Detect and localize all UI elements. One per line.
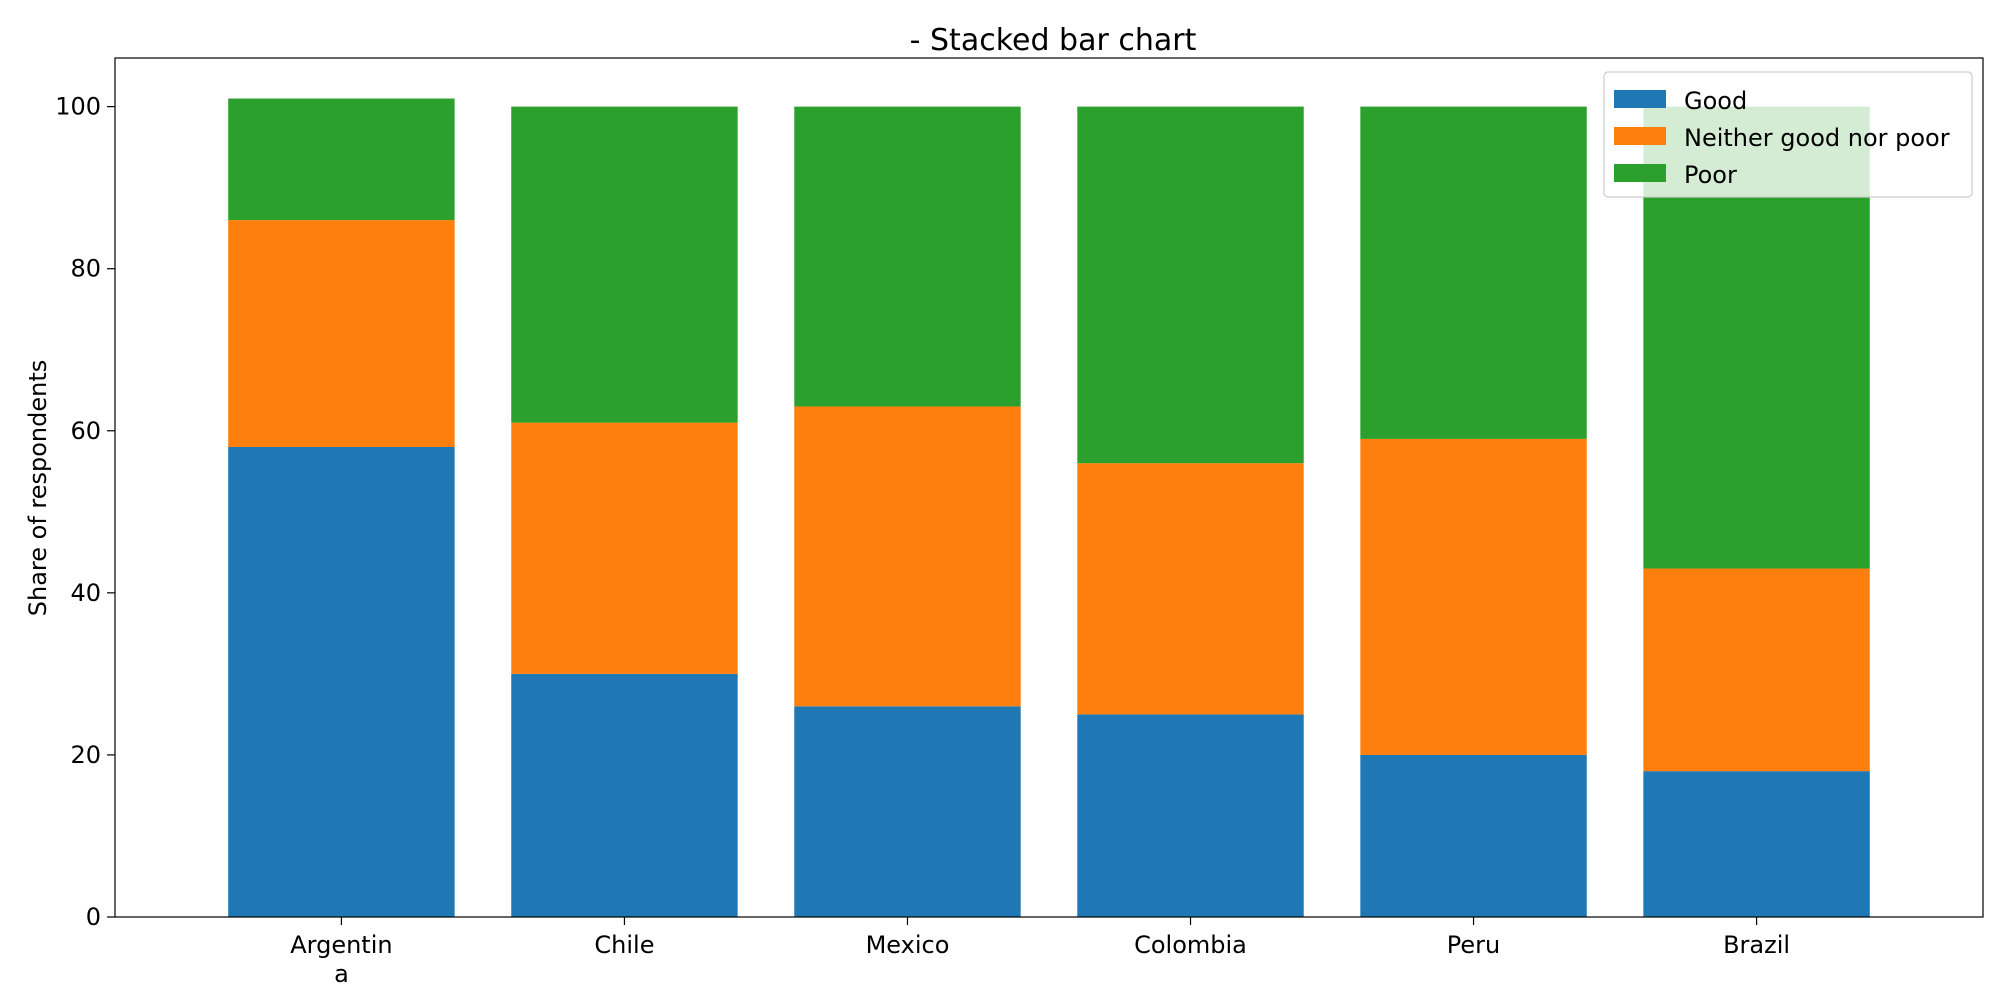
y-tick-label: 100 xyxy=(55,93,101,121)
bar-segment xyxy=(228,220,455,447)
x-tick-label: Argentin xyxy=(290,931,392,959)
x-tick-label: Brazil xyxy=(1723,931,1790,959)
bar-segment xyxy=(794,706,1021,917)
bar-segment xyxy=(1360,106,1587,439)
bar-segment xyxy=(511,106,738,423)
x-tick-label: Peru xyxy=(1447,931,1500,959)
legend-label: Poor xyxy=(1684,161,1737,189)
legend-label: Neither good nor poor xyxy=(1684,124,1950,152)
chart-title: - Stacked bar chart xyxy=(910,23,1197,58)
bar-segment xyxy=(1643,568,1870,772)
bar-segment xyxy=(1360,438,1587,755)
bar-segment xyxy=(1077,106,1304,464)
plot-frame xyxy=(114,57,1984,918)
bar-segment xyxy=(511,673,738,917)
y-axis-label: Share of respondents xyxy=(24,360,52,617)
x-tick-label: Colombia xyxy=(1134,931,1247,959)
bar-segment xyxy=(1077,463,1304,715)
bar-segment xyxy=(228,446,455,917)
y-axis-ticks: 0 20 40 60 80 100 xyxy=(55,93,115,931)
x-tick-label: a xyxy=(334,960,349,988)
bar-segment xyxy=(1643,771,1870,917)
legend-swatch xyxy=(1614,164,1666,182)
y-tick-label: 40 xyxy=(70,579,101,607)
legend-box xyxy=(1603,71,1973,198)
bars-group xyxy=(228,98,1870,917)
y-tick-label: 60 xyxy=(70,417,101,445)
y-tick-label: 80 xyxy=(70,255,101,283)
y-tick-label: 20 xyxy=(70,741,101,769)
x-tick-label: Mexico xyxy=(866,931,950,959)
y-tick-label: 0 xyxy=(86,903,101,931)
bar-segment xyxy=(511,422,738,674)
legend-swatch xyxy=(1614,127,1666,145)
bar-segment xyxy=(1360,754,1587,917)
legend-label: Good xyxy=(1684,87,1747,115)
bar-segment xyxy=(794,106,1021,407)
legend-swatch xyxy=(1614,90,1666,108)
legend: Good Neither good nor poor Poor xyxy=(1603,71,1973,198)
bar-segment xyxy=(794,406,1021,707)
bar-segment xyxy=(228,98,455,221)
x-tick-label: Chile xyxy=(594,931,654,959)
bar-segment xyxy=(1077,714,1304,917)
